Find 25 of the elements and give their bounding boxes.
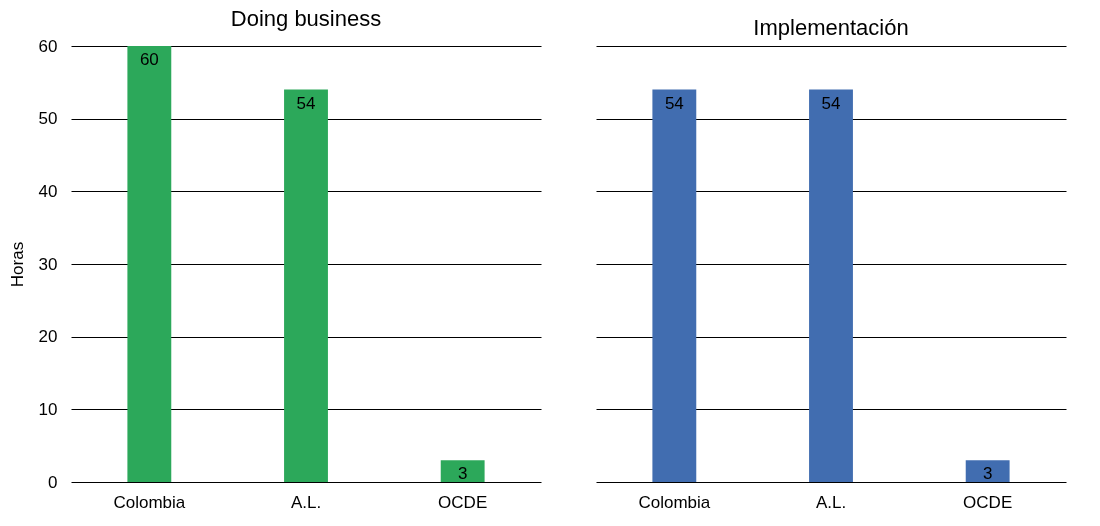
y-tick-label: 0 <box>48 472 58 492</box>
x-tick-label: A.L. <box>815 492 847 512</box>
y-tick-label: 40 <box>38 181 58 201</box>
bar <box>127 46 172 482</box>
data-label: 54 <box>821 93 841 113</box>
y-tick-label: 60 <box>38 36 58 56</box>
bar <box>284 89 328 482</box>
data-label: 3 <box>982 464 993 484</box>
x-tick-label: OCDE <box>963 492 1013 512</box>
data-label: 60 <box>139 50 159 69</box>
x-tick-label: Colombia <box>113 492 186 512</box>
bar <box>440 460 485 482</box>
x-tick-label: OCDE <box>438 492 488 512</box>
chart-title: Doing business <box>230 6 382 31</box>
y-tick-label: 20 <box>38 327 58 347</box>
data-label: 54 <box>296 93 316 113</box>
data-label: 3 <box>457 464 468 484</box>
y-tick-label: 30 <box>38 254 58 274</box>
x-tick-label: Colombia <box>638 492 711 512</box>
chart-title: Implementación <box>753 15 909 40</box>
data-label: 54 <box>664 93 684 113</box>
y-tick-label: 50 <box>38 109 58 129</box>
x-tick-label: A.L. <box>290 492 322 512</box>
y-axis-title: Horas <box>7 241 27 288</box>
y-tick-label: 10 <box>38 399 58 419</box>
